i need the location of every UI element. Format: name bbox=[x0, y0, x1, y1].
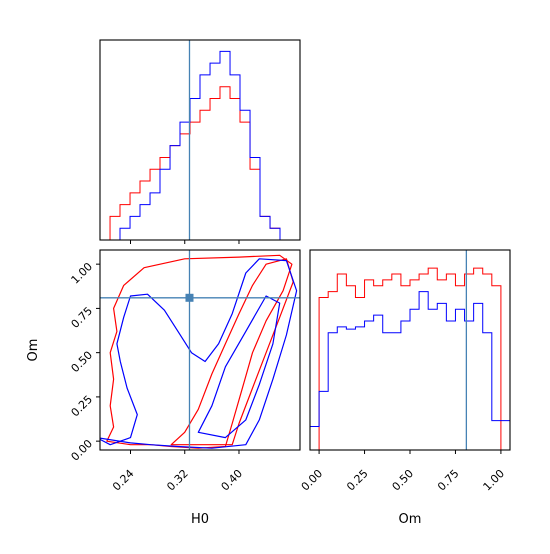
om-axis-tick-label: 0.25 bbox=[69, 393, 96, 420]
om-axis-tick-label: 1.00 bbox=[69, 260, 96, 287]
joint-frame bbox=[99, 249, 301, 451]
om-axis-tick-label: 0.75 bbox=[435, 467, 462, 494]
joint-truth-marker bbox=[185, 293, 194, 302]
om-axis-tick-label: 1.00 bbox=[481, 467, 508, 494]
contour-series_a-1 bbox=[170, 258, 294, 446]
om-axis-tick-label: 0.50 bbox=[390, 467, 417, 494]
joint-contour-panel: 0.24 0.32 0.40 0.00 0.25 0.50 0.75 1.00 H0 Om bbox=[26, 249, 301, 527]
om-axis-tick-label: 0.25 bbox=[344, 467, 371, 494]
om-axis-tick-label: 0.00 bbox=[69, 437, 96, 464]
h0-axis-tick-label: 0.24 bbox=[110, 467, 137, 494]
om-marginal-panel: 0.00 0.25 0.50 0.75 1.00 Om bbox=[299, 249, 511, 527]
joint-contours bbox=[100, 254, 298, 449]
h0-marginal-panel bbox=[99, 39, 301, 244]
y-axis-label-om: Om bbox=[26, 339, 41, 362]
h0-marginal-frame bbox=[99, 39, 301, 241]
om-hist-series_b bbox=[309, 291, 511, 450]
contour-series_b-2 bbox=[100, 258, 298, 449]
contour-series_a-0 bbox=[106, 254, 293, 449]
contour-series_b-3 bbox=[197, 295, 281, 439]
om-hist-series_a bbox=[310, 267, 510, 451]
h0-axis-tick-label: 0.32 bbox=[164, 467, 191, 494]
x-axis-label-h0: H0 bbox=[191, 512, 209, 527]
h0-hist-series_b bbox=[100, 50, 300, 241]
x-axis-label-om: Om bbox=[399, 512, 422, 527]
h0-axis-tick-label: 0.40 bbox=[219, 467, 246, 494]
om-axis-tick-label: 0.50 bbox=[69, 349, 96, 376]
om-axis-tick-label: 0.75 bbox=[69, 304, 96, 331]
om-axis-tick-label: 0.00 bbox=[299, 467, 326, 494]
